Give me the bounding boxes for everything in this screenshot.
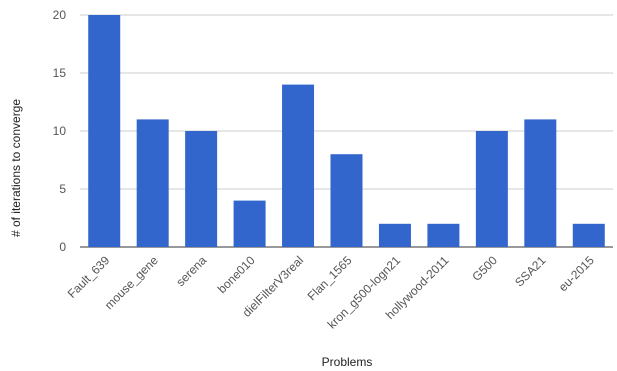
bar-G500	[475, 131, 508, 247]
bar-bone010	[233, 200, 266, 247]
y-tick-label: 0	[59, 240, 66, 254]
x-axis-label: Problems	[322, 355, 373, 369]
bar-SSA21	[524, 119, 557, 247]
x-tick-label: G500	[469, 253, 500, 284]
bar-kron_g500-logn21	[378, 223, 411, 247]
y-axis-label: # of iterations to converge	[9, 99, 23, 237]
y-tick-labels: 0 5 10 15 20	[53, 8, 67, 254]
x-tick-label: bone010	[215, 253, 258, 296]
y-tick-label: 10	[53, 124, 67, 138]
bar-mouse_gene	[136, 119, 169, 247]
bar-eu-2015	[572, 223, 605, 247]
x-tick-label: Fault_639	[65, 253, 113, 301]
bar-serena	[185, 131, 218, 247]
y-tick-label: 15	[53, 66, 67, 80]
gridlines	[80, 14, 613, 248]
bar-dielFilterV3real	[282, 84, 315, 247]
y-tick-label: 5	[59, 182, 66, 196]
bar-hollywood-2011	[427, 223, 460, 247]
y-tick-label: 20	[53, 8, 67, 22]
x-tick-label: serena	[173, 253, 209, 289]
x-tick-label: Flan_1565	[305, 253, 355, 303]
bars	[88, 15, 605, 247]
x-tick-label: eu-2015	[556, 253, 597, 294]
bar-Flan_1565	[330, 154, 363, 247]
bar-Fault_639	[88, 15, 121, 247]
x-tick-label: SSA21	[512, 253, 549, 290]
